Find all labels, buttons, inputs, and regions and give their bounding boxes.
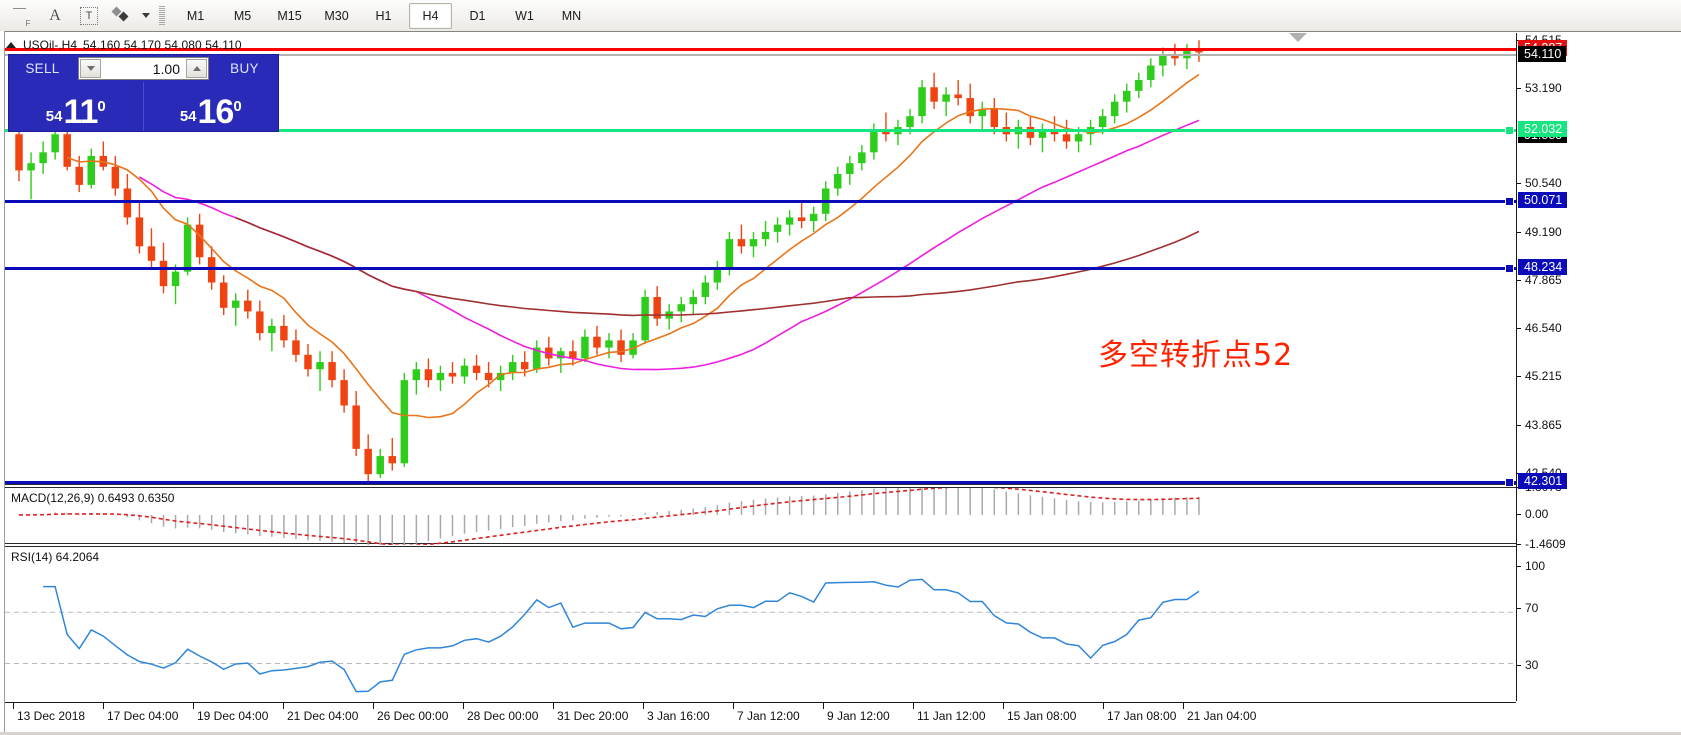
volume-stepper[interactable]: 1.00: [78, 57, 209, 80]
symbol-name: USOil-,H4: [23, 38, 78, 52]
sell-price-big: 11: [63, 92, 98, 131]
price-label-54.110[interactable]: 54.110: [1518, 46, 1567, 63]
bottom-scrollbar[interactable]: [0, 732, 1681, 735]
level-line-42.301[interactable]: [5, 481, 1516, 485]
ma-orange: [66, 73, 1200, 419]
time-tick: 3 Jan 16:00: [643, 703, 710, 723]
rsi-tick: 30: [1517, 658, 1538, 672]
main-toolbar: A T M1 M5 M15 M30 H1 H4 D1 W1 MN: [0, 0, 1681, 32]
rsi-tick: 100: [1517, 559, 1545, 573]
time-tick: 15 Jan 08:00: [1003, 703, 1076, 723]
price-label-48.234[interactable]: 48.234: [1518, 258, 1568, 275]
level-handle[interactable]: [1505, 126, 1514, 136]
chart-annotation-text: 多空转折点52: [1098, 338, 1294, 373]
ma-magenta: [138, 119, 1200, 371]
chart-shift-marker[interactable]: [1289, 33, 1307, 42]
timeframe-m30[interactable]: M30: [324, 8, 349, 23]
level-line-50.071[interactable]: [5, 200, 1516, 204]
octp-prices: 54 11 0 54 16 0: [9, 82, 278, 131]
level-line-48.234[interactable]: [5, 266, 1516, 270]
font-icon[interactable]: A: [49, 6, 61, 24]
price-axis[interactable]: 54.51553.19050.54049.19047.86546.54045.2…: [1516, 33, 1681, 701]
price-tick: 46.540: [1517, 321, 1562, 335]
level-handle[interactable]: [1505, 478, 1514, 488]
timeframe-h1[interactable]: H1: [375, 8, 392, 23]
buy-price-whole: 54: [179, 108, 197, 125]
time-tick: 21 Dec 04:00: [283, 703, 358, 723]
price-tick: 45.215: [1517, 369, 1562, 383]
buy-button[interactable]: BUY: [230, 61, 259, 76]
price-label-52.032[interactable]: 52.032: [1518, 121, 1568, 138]
level-line-52.032[interactable]: [5, 129, 1516, 133]
macd-plot: [19, 488, 1200, 545]
rsi-tick: 70: [1517, 601, 1538, 615]
symbol-header: USOil-,H4 54.160 54.170 54.080 54.110: [6, 38, 242, 52]
volume-decrease-button[interactable]: [80, 59, 101, 78]
rsi-pane[interactable]: RSI(14) 64.2064: [5, 546, 1516, 701]
macd-histogram: [30, 488, 1200, 545]
text-label-icon[interactable]: T: [74, 3, 104, 29]
time-tick: 13 Dec 2018: [13, 703, 85, 723]
time-axis[interactable]: 13 Dec 2018 17 Dec 04:00 19 Dec 04:00 21 De…: [5, 702, 1516, 734]
timeframe-d1[interactable]: D1: [469, 8, 486, 23]
price-tick: 43.865: [1517, 418, 1562, 432]
time-tick: 26 Dec 00:00: [373, 703, 448, 723]
price-tick: 50.540: [1517, 176, 1562, 190]
volume-input[interactable]: 1.00: [102, 58, 185, 79]
macd-tick: 0.00: [1517, 507, 1548, 521]
time-tick: 28 Dec 00:00: [463, 703, 538, 723]
rsi-plot: [5, 578, 1516, 693]
last-price-line: [5, 54, 1516, 57]
collapse-arrow-icon[interactable]: [6, 42, 16, 48]
sell-price-sup: 0: [97, 98, 106, 115]
octp-header: SELL 1.00 BUY: [9, 55, 278, 82]
ma-darkred: [235, 217, 1200, 317]
objects-dropdown-icon[interactable]: [138, 3, 152, 29]
timeframe-m15[interactable]: M15: [277, 8, 302, 23]
sell-button[interactable]: SELL: [25, 61, 60, 76]
buy-price-big: 16: [197, 92, 235, 131]
timeframe-m1[interactable]: M1: [186, 8, 205, 23]
sell-price[interactable]: 54 11 0: [9, 82, 144, 131]
buy-price-sup: 0: [233, 98, 242, 115]
rsi-label: RSI(14) 64.2064: [11, 550, 100, 564]
price-label-42.301[interactable]: 42.301: [1518, 473, 1568, 490]
price-tick: 49.190: [1517, 225, 1562, 239]
objects-icon[interactable]: [108, 3, 138, 29]
level-handle[interactable]: [1505, 197, 1514, 207]
level-handle[interactable]: [1505, 263, 1514, 273]
time-tick: 9 Jan 12:00: [823, 703, 890, 723]
toolbar-separator: [159, 5, 165, 26]
volume-increase-button[interactable]: [186, 59, 207, 78]
timeframe-mn[interactable]: MN: [561, 8, 582, 23]
chart-left-border: [0, 31, 5, 735]
time-tick: 17 Jan 08:00: [1103, 703, 1176, 723]
macd-tick: -1.4609: [1517, 537, 1566, 551]
time-tick: 19 Dec 04:00: [193, 703, 268, 723]
price-tick: 47.865: [1517, 273, 1562, 287]
timeframe-w1[interactable]: W1: [515, 8, 534, 23]
one-click-trading-panel[interactable]: SELL 1.00 BUY 54 11 0 54 16 0: [8, 54, 279, 132]
level-line-54.287[interactable]: [5, 47, 1516, 51]
timeframe-m5[interactable]: M5: [233, 8, 252, 23]
time-tick: 21 Jan 04:00: [1183, 703, 1256, 723]
timeframe-h4[interactable]: H4: [409, 2, 452, 29]
price-label-50.071[interactable]: 50.071: [1518, 192, 1568, 209]
symbol-ohlc: 54.160 54.170 54.080 54.110: [83, 38, 242, 52]
macd-signal-line: [19, 488, 1200, 545]
price-tick: 53.190: [1517, 81, 1562, 95]
macd-label: MACD(12,26,9) 0.6493 0.6350: [11, 491, 175, 505]
buy-price[interactable]: 54 16 0: [144, 82, 279, 131]
macd-pane[interactable]: MACD(12,26,9) 0.6493 0.6350: [5, 487, 1516, 545]
sell-price-whole: 54: [45, 108, 63, 125]
rsi-line: [43, 578, 1200, 693]
time-tick: 11 Jan 12:00: [913, 703, 986, 723]
time-tick: 17 Dec 04:00: [103, 703, 178, 723]
time-tick: 7 Jan 12:00: [733, 703, 800, 723]
text-grid-icon[interactable]: [6, 3, 36, 29]
time-tick: 31 Dec 20:00: [553, 703, 628, 723]
